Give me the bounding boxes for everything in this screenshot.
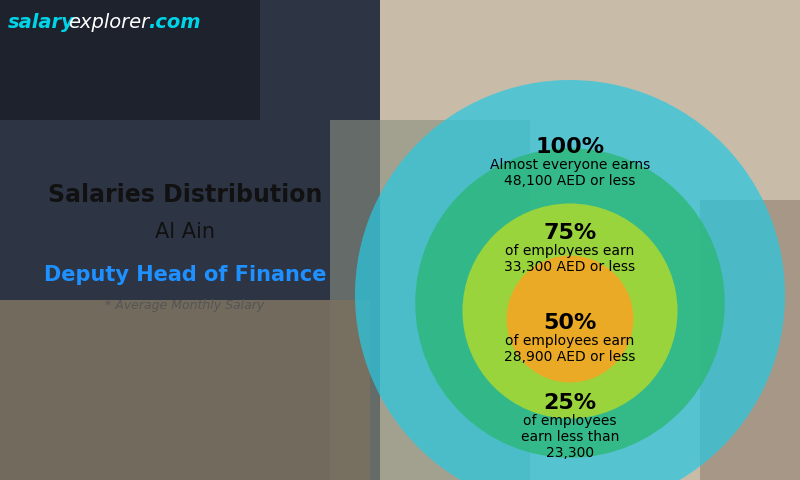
- Text: 75%: 75%: [543, 223, 597, 243]
- Text: 50%: 50%: [543, 313, 597, 333]
- Text: * Average Monthly Salary: * Average Monthly Salary: [106, 299, 265, 312]
- Text: earn less than: earn less than: [521, 430, 619, 444]
- Text: Deputy Head of Finance: Deputy Head of Finance: [44, 265, 326, 285]
- Text: 25%: 25%: [543, 393, 597, 413]
- Text: 33,300 AED or less: 33,300 AED or less: [505, 260, 635, 274]
- Text: 48,100 AED or less: 48,100 AED or less: [504, 174, 636, 188]
- Bar: [0, 300, 370, 480]
- Text: of employees earn: of employees earn: [506, 334, 634, 348]
- Bar: [700, 200, 800, 480]
- Text: of employees: of employees: [523, 414, 617, 428]
- Text: 23,300: 23,300: [546, 446, 594, 460]
- Text: 100%: 100%: [535, 137, 605, 157]
- Circle shape: [506, 255, 634, 383]
- Text: Almost everyone earns: Almost everyone earns: [490, 158, 650, 172]
- Text: Al Ain: Al Ain: [155, 222, 215, 242]
- Bar: [380, 0, 800, 480]
- Text: salary: salary: [8, 12, 75, 32]
- Text: of employees earn: of employees earn: [506, 244, 634, 258]
- Text: Salaries Distribution: Salaries Distribution: [48, 183, 322, 207]
- Circle shape: [415, 148, 725, 458]
- Circle shape: [462, 204, 678, 419]
- Bar: [0, 0, 400, 480]
- Text: .com: .com: [148, 12, 201, 32]
- Text: explorer: explorer: [68, 12, 149, 32]
- Bar: [330, 120, 530, 480]
- Circle shape: [355, 80, 785, 480]
- Bar: [0, 0, 260, 120]
- Text: 28,900 AED or less: 28,900 AED or less: [504, 350, 636, 364]
